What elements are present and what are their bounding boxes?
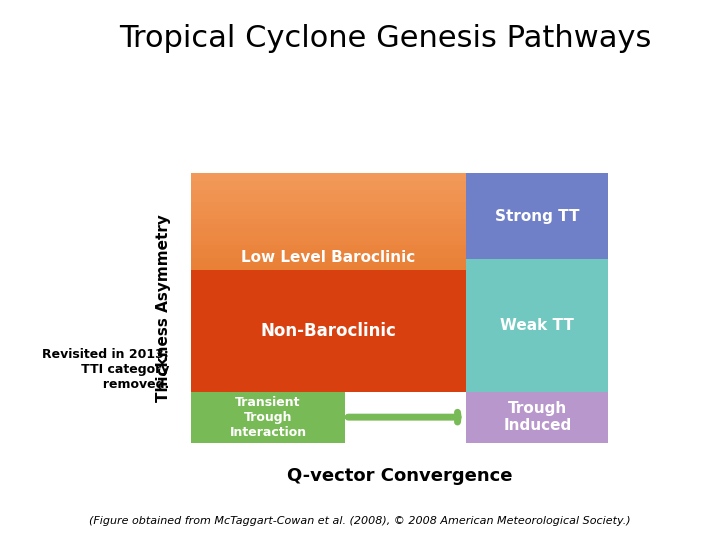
Bar <box>191 181 467 186</box>
Text: Strong TT: Strong TT <box>495 208 580 224</box>
Bar <box>191 283 467 288</box>
Bar <box>191 296 467 300</box>
Bar <box>191 240 467 245</box>
Bar <box>467 173 608 259</box>
Bar <box>191 317 467 322</box>
Text: Transient
Trough
Interaction: Transient Trough Interaction <box>230 396 307 438</box>
Bar <box>191 326 467 330</box>
Text: Non-Baroclinic: Non-Baroclinic <box>261 322 397 340</box>
Bar <box>191 262 467 266</box>
Text: Tropical Cyclone Genesis Pathways: Tropical Cyclone Genesis Pathways <box>119 24 652 53</box>
Bar <box>191 249 467 254</box>
Bar <box>191 258 467 262</box>
Bar <box>191 185 467 190</box>
Bar <box>191 194 467 198</box>
Bar <box>191 190 467 194</box>
Bar <box>191 266 467 271</box>
Bar <box>191 206 467 211</box>
Text: (Figure obtained from McTaggart-Cowan et al. (2008), © 2008 American Meteorologi: (Figure obtained from McTaggart-Cowan et… <box>89 516 631 526</box>
Text: Thickness Asymmetry: Thickness Asymmetry <box>156 214 171 402</box>
Bar <box>191 308 467 313</box>
Bar <box>191 271 467 275</box>
Text: Q-vector Convergence: Q-vector Convergence <box>287 467 513 485</box>
Bar <box>467 259 608 392</box>
Bar <box>191 334 467 339</box>
Bar <box>191 313 467 318</box>
Bar <box>191 279 467 284</box>
Bar <box>191 202 467 207</box>
Bar <box>191 224 467 228</box>
Bar <box>191 173 467 177</box>
Bar <box>191 321 467 326</box>
Bar <box>191 292 467 296</box>
Bar <box>191 339 467 343</box>
Bar <box>191 232 467 237</box>
Bar <box>191 198 467 202</box>
Bar <box>191 392 346 443</box>
Bar <box>191 211 467 215</box>
Text: Trough
Induced: Trough Induced <box>503 401 572 433</box>
Text: Revisited in 2013;
   TTI category
     removed.: Revisited in 2013; TTI category removed. <box>42 348 169 392</box>
Text: Low Level Baroclinic: Low Level Baroclinic <box>241 251 415 265</box>
Bar <box>191 245 467 249</box>
Bar <box>191 305 467 309</box>
Bar <box>191 270 467 392</box>
Bar <box>467 392 608 443</box>
Bar <box>191 253 467 258</box>
Bar <box>191 177 467 181</box>
Bar <box>191 300 467 305</box>
Bar <box>191 237 467 241</box>
Bar <box>191 215 467 220</box>
Bar <box>191 274 467 279</box>
Bar <box>191 219 467 224</box>
Bar <box>191 330 467 334</box>
Text: Weak TT: Weak TT <box>500 318 575 333</box>
Bar <box>191 287 467 292</box>
Bar <box>191 228 467 232</box>
